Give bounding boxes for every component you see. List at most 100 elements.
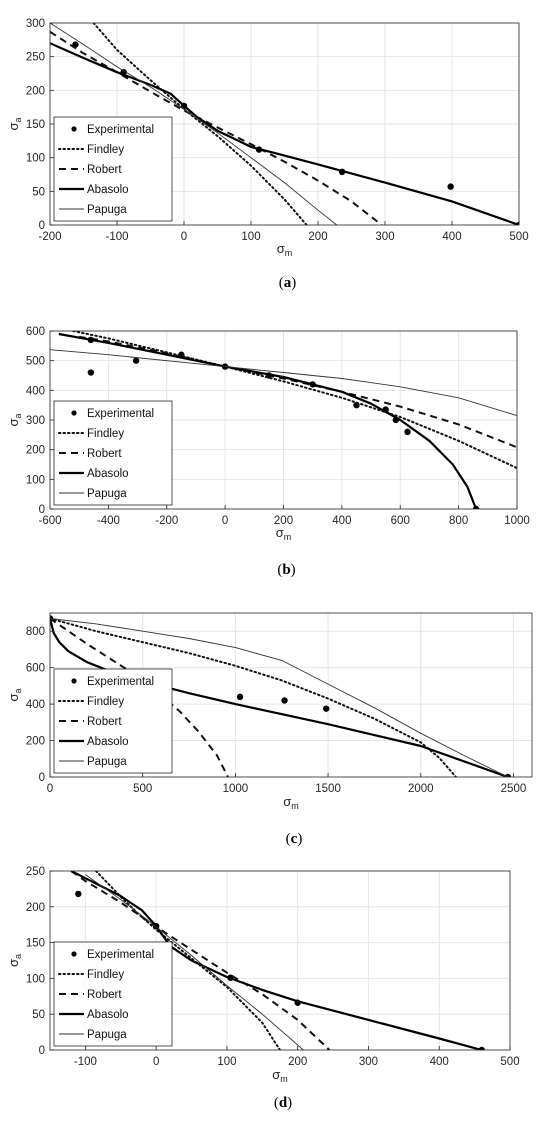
y-tick-label: 50: [32, 186, 45, 198]
chart-panel-b: -600 -400 -200 0 200 400 600 800 1000 0 100 200 300 4…: [6, 326, 530, 578]
y-axis-label: σa: [6, 413, 23, 426]
legend-label-robert: Robert: [87, 989, 122, 1001]
chart-panel-a: -200 -100 0 100 200 300 400 500 0 50 100 150 200 250 3…: [6, 18, 529, 291]
legend-label-abasolo: Abasolo: [87, 184, 129, 196]
x-axis-label: σm: [276, 525, 292, 542]
data-point-experimental: [236, 693, 244, 701]
y-tick-label: 200: [26, 902, 45, 914]
data-point-experimental: [132, 357, 140, 364]
y-tick-label: 0: [39, 772, 45, 784]
x-tick-label: 0: [222, 515, 228, 527]
legend-label-findley: Findley: [87, 969, 124, 981]
chart-panel-d: -100 0 100 200 300 400 500 0 50 100 150 200 250 σm σa E…: [6, 866, 520, 1111]
x-tick-label: 500: [509, 231, 528, 243]
x-tick-label: 300: [375, 231, 394, 243]
x-tick-label: 0: [47, 783, 53, 795]
y-tick-label: 200: [26, 445, 45, 457]
x-tick-label: -400: [97, 515, 120, 527]
legend-label-abasolo: Abasolo: [87, 736, 129, 748]
x-tick-label: 1000: [504, 515, 530, 527]
y-tick-label: 250: [26, 52, 45, 64]
x-tick-label: 500: [500, 1056, 519, 1068]
x-tick-label: 400: [332, 515, 351, 527]
x-tick-label: 500: [133, 783, 152, 795]
y-tick-label: 50: [32, 1009, 45, 1021]
x-tick-label: 1000: [223, 783, 249, 795]
series-line-abasolo: [58, 332, 478, 509]
y-axis-label: σa: [6, 117, 23, 130]
x-tick-label: 0: [181, 231, 187, 243]
legend-label-papuga: Papuga: [87, 756, 127, 768]
legend-label-experimental: Experimental: [87, 124, 154, 136]
x-tick-label: 2500: [501, 783, 527, 795]
legend: Experimental Findley Robert Abasolo Papuga: [53, 116, 173, 222]
axes-box: [49, 612, 533, 778]
y-tick-label: 300: [26, 18, 45, 30]
data-point-experimental: [323, 705, 330, 712]
data-point-experimental: [75, 890, 82, 898]
x-tick-label: -200: [38, 231, 61, 243]
series-line-findley: [95, 871, 281, 1050]
legend-label-findley: Findley: [87, 696, 124, 708]
legend-label-experimental: Experimental: [87, 949, 154, 961]
x-tick-label: 600: [391, 515, 410, 527]
legend-label-papuga: Papuga: [87, 1029, 127, 1041]
legend-label-robert: Robert: [87, 448, 122, 460]
x-tick-label: 400: [430, 1056, 449, 1068]
x-tick-label: 1500: [315, 783, 341, 795]
x-tick-label: 400: [442, 231, 461, 243]
legend-marker-experimental: [71, 678, 77, 684]
data-point-experimental: [87, 369, 95, 376]
y-axis-label: σa: [6, 954, 23, 967]
legend-label-robert: Robert: [87, 164, 122, 176]
x-tick-label: 2000: [408, 783, 434, 795]
y-tick-label: 0: [39, 1045, 45, 1057]
chart-panel-c: 0 500 1000 1500 2000 2500 0 200 400 600 800 σm σa Exp…: [6, 612, 533, 847]
y-tick-label: 400: [26, 699, 45, 711]
y-tick-label: 100: [26, 474, 45, 486]
y-tick-label: 100: [26, 973, 45, 985]
x-axis-label: σm: [272, 1067, 288, 1084]
x-tick-label: 800: [449, 515, 468, 527]
legend-marker-experimental: [71, 951, 77, 957]
series-line-findley: [72, 331, 517, 470]
x-tick-label: 200: [288, 1056, 307, 1068]
legend: Experimental Findley Robert Abasolo Papuga: [53, 400, 173, 506]
series-line-abasolo: [70, 871, 482, 1050]
y-tick-label: 150: [26, 119, 45, 131]
data-point-experimental: [281, 697, 288, 704]
y-tick-label: 400: [26, 385, 45, 397]
legend: Experimental Findley Robert Abasolo Papuga: [53, 668, 173, 774]
series-line-papuga: [50, 23, 338, 225]
x-tick-label: 200: [274, 515, 293, 527]
series-line-abasolo: [50, 42, 519, 225]
series-line-robert: [70, 871, 331, 1050]
y-tick-label: 0: [39, 504, 45, 516]
series-line-robert: [50, 30, 383, 225]
y-tick-label: 200: [26, 85, 45, 97]
x-tick-label: 300: [359, 1056, 378, 1068]
data-point-experimental: [404, 428, 411, 436]
legend: Experimental Findley Robert Abasolo Papuga: [53, 941, 173, 1047]
x-axis-label: σm: [283, 794, 299, 811]
x-tick-label: 100: [241, 231, 260, 243]
y-tick-label: 0: [39, 220, 45, 232]
panel-caption: (d): [274, 1095, 292, 1111]
x-axis-label: σm: [277, 241, 293, 258]
panel-caption: (c): [286, 831, 303, 847]
y-tick-label: 600: [26, 326, 45, 338]
legend-label-experimental: Experimental: [87, 408, 154, 420]
legend-label-experimental: Experimental: [87, 676, 154, 688]
series-line-papuga: [50, 349, 517, 417]
series-line-papuga: [50, 618, 509, 777]
legend-label-papuga: Papuga: [87, 204, 127, 216]
legend-marker-experimental: [71, 410, 77, 416]
series-line-papuga: [85, 874, 304, 1050]
x-tick-label: 100: [217, 1056, 236, 1068]
y-tick-label: 250: [26, 866, 45, 878]
legend-label-abasolo: Abasolo: [87, 468, 129, 480]
x-tick-label: -200: [155, 515, 178, 527]
legend-label-findley: Findley: [87, 428, 124, 440]
y-axis-label: σa: [6, 688, 23, 701]
